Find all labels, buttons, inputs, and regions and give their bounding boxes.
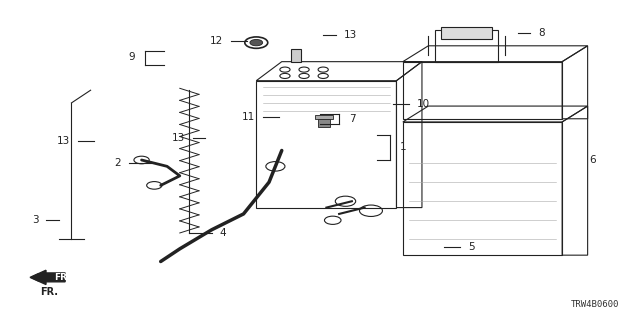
Text: 4: 4 [220, 228, 226, 238]
Text: 11: 11 [242, 112, 255, 122]
FancyArrow shape [30, 270, 65, 284]
Text: 1: 1 [399, 142, 406, 152]
Text: 12: 12 [210, 36, 223, 46]
Text: 9: 9 [129, 52, 135, 62]
Text: 13: 13 [172, 133, 185, 143]
Text: 13: 13 [57, 136, 70, 146]
Bar [318, 119, 330, 127]
Text: FR.: FR. [54, 273, 70, 282]
Text: 13: 13 [344, 30, 357, 40]
Text: FR.: FR. [40, 287, 58, 297]
Text: 2: 2 [115, 158, 121, 168]
Bar [315, 115, 333, 119]
Text: 3: 3 [32, 215, 38, 225]
Bar [291, 49, 301, 62]
Text: 8: 8 [538, 28, 545, 38]
Bar [403, 62, 562, 119]
Text: 7: 7 [349, 114, 355, 124]
Bar [256, 81, 396, 208]
Bar [441, 27, 492, 39]
Text: TRW4B0600: TRW4B0600 [571, 300, 620, 309]
Text: 5: 5 [468, 242, 474, 252]
Bar [435, 30, 499, 62]
Circle shape [250, 39, 262, 46]
Bar [403, 122, 562, 255]
Text: 10: 10 [417, 100, 430, 109]
Text: 6: 6 [589, 155, 596, 165]
